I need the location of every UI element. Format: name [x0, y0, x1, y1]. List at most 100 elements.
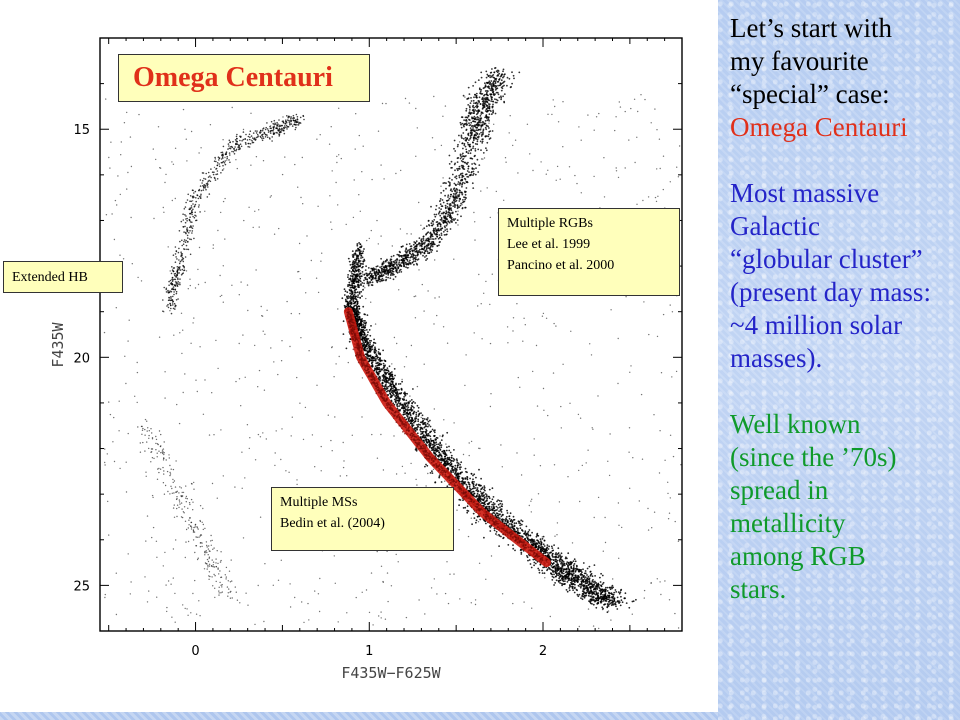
star-point [543, 566, 546, 569]
star-point [564, 576, 567, 579]
star-point [499, 502, 502, 505]
star-point [366, 357, 368, 359]
star-point [475, 167, 477, 170]
star-point [470, 488, 473, 491]
star-point [473, 134, 476, 137]
star-point [349, 289, 351, 292]
star-point [368, 345, 371, 348]
star-point [347, 284, 349, 286]
star-point [502, 70, 504, 73]
star-point [599, 595, 602, 598]
star-point [355, 311, 358, 314]
star-point [431, 243, 434, 246]
star-point [491, 68, 493, 70]
star-point [614, 589, 617, 591]
star-point [474, 81, 477, 84]
star-point [563, 562, 566, 565]
star-point [495, 530, 498, 533]
star-point [458, 174, 461, 177]
star-point [496, 509, 498, 511]
star-point [369, 270, 372, 273]
star-point [498, 510, 500, 512]
star-point [475, 521, 477, 524]
star-point [482, 131, 484, 133]
star-point [387, 265, 389, 267]
star-point [390, 394, 392, 396]
star-point [355, 249, 358, 252]
star-point [551, 575, 554, 578]
star-point [480, 126, 483, 128]
star-point [463, 182, 466, 185]
star-point [591, 596, 594, 599]
star-point [454, 218, 457, 220]
star-point [477, 100, 480, 102]
star-point [362, 250, 365, 253]
star-point [420, 412, 422, 414]
star-point [536, 534, 538, 536]
star-point [488, 103, 491, 106]
star-point [555, 572, 557, 574]
star-point [464, 116, 467, 119]
star-point [551, 563, 554, 566]
star-point [355, 270, 358, 273]
star-point [471, 487, 474, 490]
star-point [425, 433, 428, 436]
star-point [402, 407, 405, 410]
star-point [412, 412, 415, 415]
star-point [343, 304, 346, 307]
star-point [469, 135, 472, 138]
star-point [586, 580, 589, 583]
star-point [473, 102, 475, 104]
star-point [398, 250, 401, 253]
star-point [476, 133, 479, 136]
star-point [415, 245, 418, 247]
star-point [518, 71, 521, 74]
star-point [423, 441, 426, 443]
star-point [454, 206, 456, 209]
star-point [383, 387, 386, 390]
star-point [635, 598, 637, 601]
star-point [483, 104, 485, 107]
star-point [593, 564, 596, 566]
star-point [504, 519, 507, 521]
star-point [582, 568, 584, 571]
star-point [488, 507, 491, 510]
star-point [534, 562, 537, 565]
star-point [410, 255, 413, 258]
star-point [472, 127, 474, 129]
star-point [387, 382, 390, 384]
star-point [468, 122, 470, 125]
star-point [542, 543, 545, 546]
star-point [430, 251, 433, 253]
star-point [469, 477, 471, 480]
star-point [440, 454, 443, 457]
star-point [512, 515, 515, 518]
star-point [491, 82, 493, 85]
star-point [580, 569, 583, 571]
star-point [398, 405, 400, 407]
star-point [366, 282, 369, 285]
star-point [584, 572, 587, 575]
star-point [490, 100, 493, 102]
star-point [453, 187, 456, 190]
star-point [396, 395, 399, 398]
star-point [591, 575, 594, 578]
star-point [424, 256, 426, 258]
star-point [560, 556, 562, 559]
star-point [500, 89, 503, 92]
star-point [561, 560, 564, 562]
star-point [396, 268, 398, 271]
star-point [506, 509, 508, 512]
star-point [422, 239, 425, 242]
star-point [500, 515, 503, 518]
star-point [409, 262, 412, 264]
star-point [570, 567, 573, 570]
star-point [468, 150, 470, 152]
star-point [492, 507, 495, 509]
star-point [374, 346, 376, 349]
star-point [604, 592, 607, 595]
star-point [348, 270, 351, 272]
star-point [556, 562, 559, 564]
star-point [490, 113, 493, 116]
star-point [403, 402, 406, 405]
